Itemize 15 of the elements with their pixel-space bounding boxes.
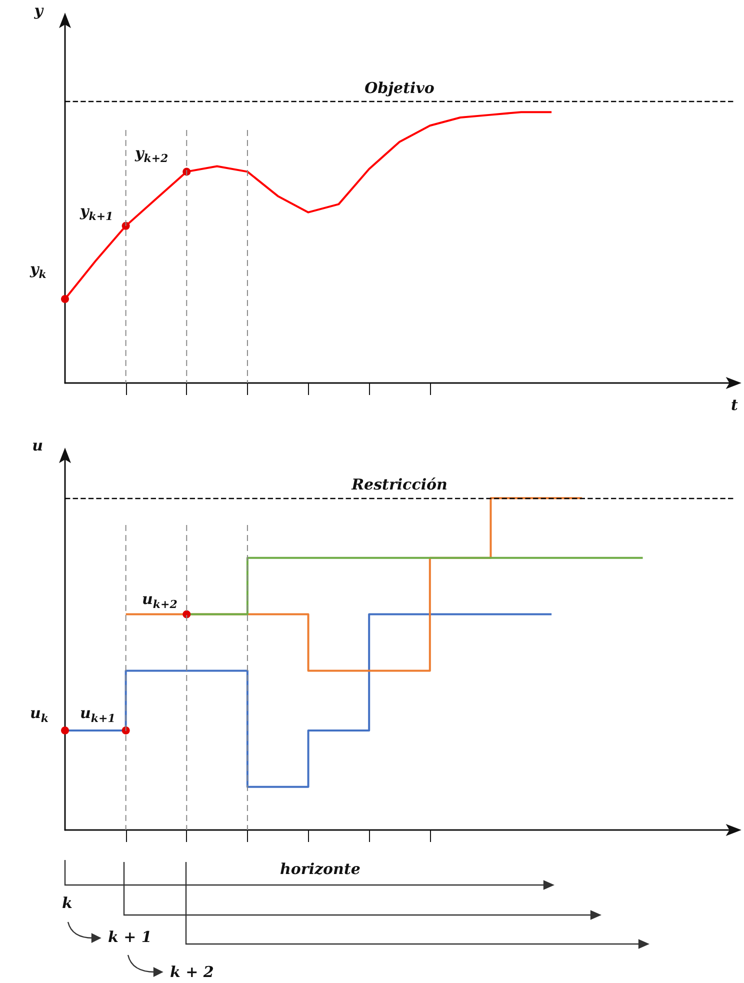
annotation: u$_{k+2}$	[142, 590, 178, 611]
ref-line-label: Restricción	[350, 476, 448, 494]
annotation: y$_{k+1}$	[80, 202, 114, 223]
text: k + 2	[170, 963, 214, 981]
annotation: u$_{k+1}$	[80, 704, 116, 725]
text: k + 1	[108, 928, 152, 946]
annotation: y$_{k+2}$	[135, 144, 168, 165]
y-axis-title: y	[33, 2, 44, 20]
x-axis-title: t	[731, 396, 738, 414]
ref-line-label: Objetivo	[364, 78, 434, 97]
text: y$_{k}$	[30, 260, 46, 281]
text: horizonte	[280, 860, 360, 878]
text: k	[62, 894, 72, 912]
y-axis-title: u	[32, 436, 44, 454]
text: u$_{k}$	[30, 704, 49, 725]
